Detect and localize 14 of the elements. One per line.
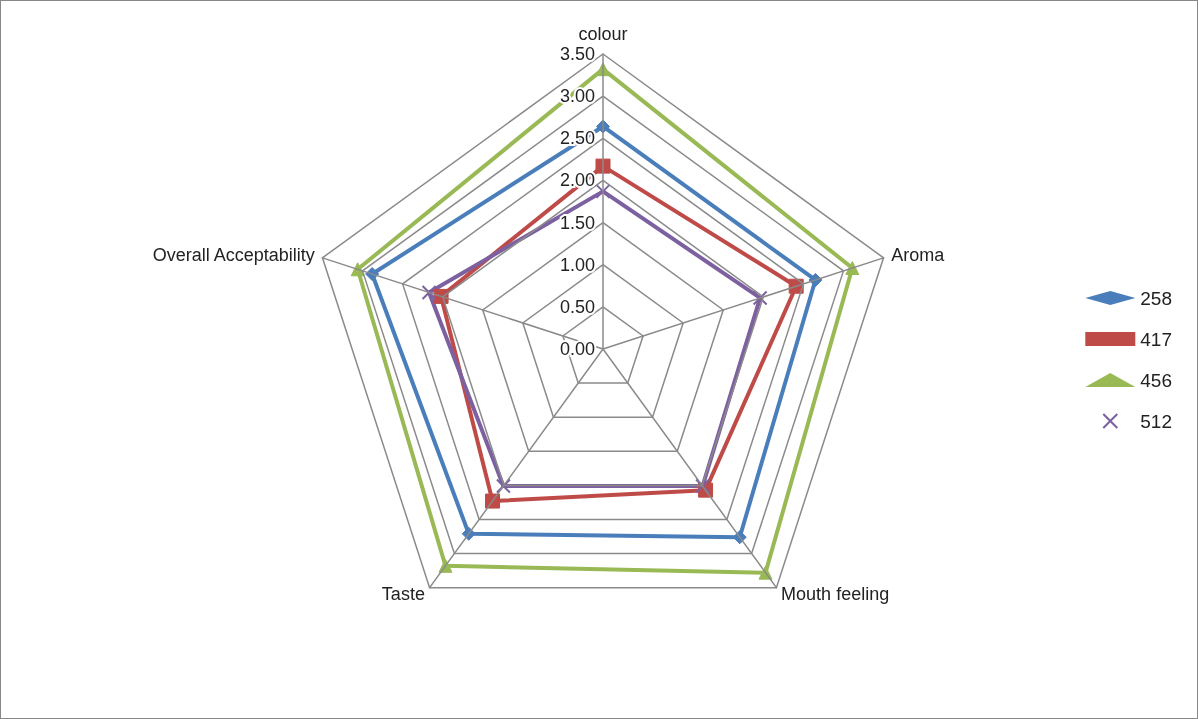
y-tick-label: 3.50	[559, 44, 595, 64]
y-tick-label: 0.50	[559, 296, 595, 317]
y-tick-label: 1.00	[559, 254, 595, 275]
spoke-label: colour	[578, 24, 628, 45]
spoke-label: Taste	[381, 584, 425, 605]
spoke-label: Mouth feeling	[781, 584, 890, 605]
legend-label: 512	[1140, 410, 1172, 432]
legend-label: 258	[1140, 287, 1172, 309]
y-tick-label: 1.50	[559, 212, 595, 233]
spoke-label: Aroma	[891, 245, 946, 266]
spoke-label: Overall Acceptability	[152, 245, 315, 266]
legend-label: 417	[1140, 328, 1172, 350]
legend-label: 456	[1140, 369, 1172, 391]
y-tick-label: 0.00	[559, 339, 595, 359]
